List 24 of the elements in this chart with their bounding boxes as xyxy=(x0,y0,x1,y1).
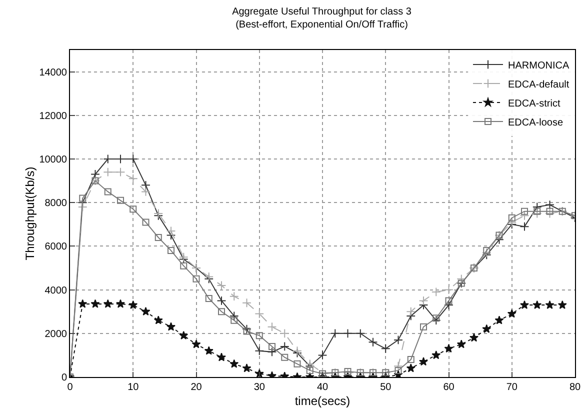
x-tick-label: 70 xyxy=(506,382,518,393)
legend-label: HARMONICA xyxy=(508,60,570,72)
y-tick-label: 8000 xyxy=(44,198,68,210)
x-tick-label: 50 xyxy=(380,382,392,393)
y-tick-label: 0 xyxy=(61,372,68,384)
y-tick-label: 6000 xyxy=(44,242,68,253)
x-tick-label: 10 xyxy=(128,382,140,393)
y-tick-label: 4000 xyxy=(44,285,68,296)
chart-subtitle: (Best-effort, Exponential On/Off Traffic) xyxy=(236,20,408,31)
x-tick-label: 60 xyxy=(443,382,455,393)
y-tick-label: 10000 xyxy=(39,154,68,166)
x-tick-label: 40 xyxy=(316,382,328,393)
x-tick-label: 20 xyxy=(190,382,202,393)
y-tick-label: 12000 xyxy=(39,110,68,122)
legend-label: EDCA-loose xyxy=(508,117,564,128)
legend-label: EDCA-default xyxy=(508,79,570,90)
chart-title: Aggregate Useful Throughput for class 3 xyxy=(232,6,412,18)
x-tick-label: 80 xyxy=(569,382,581,393)
x-axis-title: time(secs) xyxy=(294,394,350,408)
y-tick-label: 2000 xyxy=(44,328,68,340)
y-axis-title: Throughput(Kb/s) xyxy=(23,166,38,260)
legend-label: EDCA-strict xyxy=(508,98,560,110)
x-tick-label: 30 xyxy=(254,382,266,393)
y-tick-label: 14000 xyxy=(39,67,68,78)
